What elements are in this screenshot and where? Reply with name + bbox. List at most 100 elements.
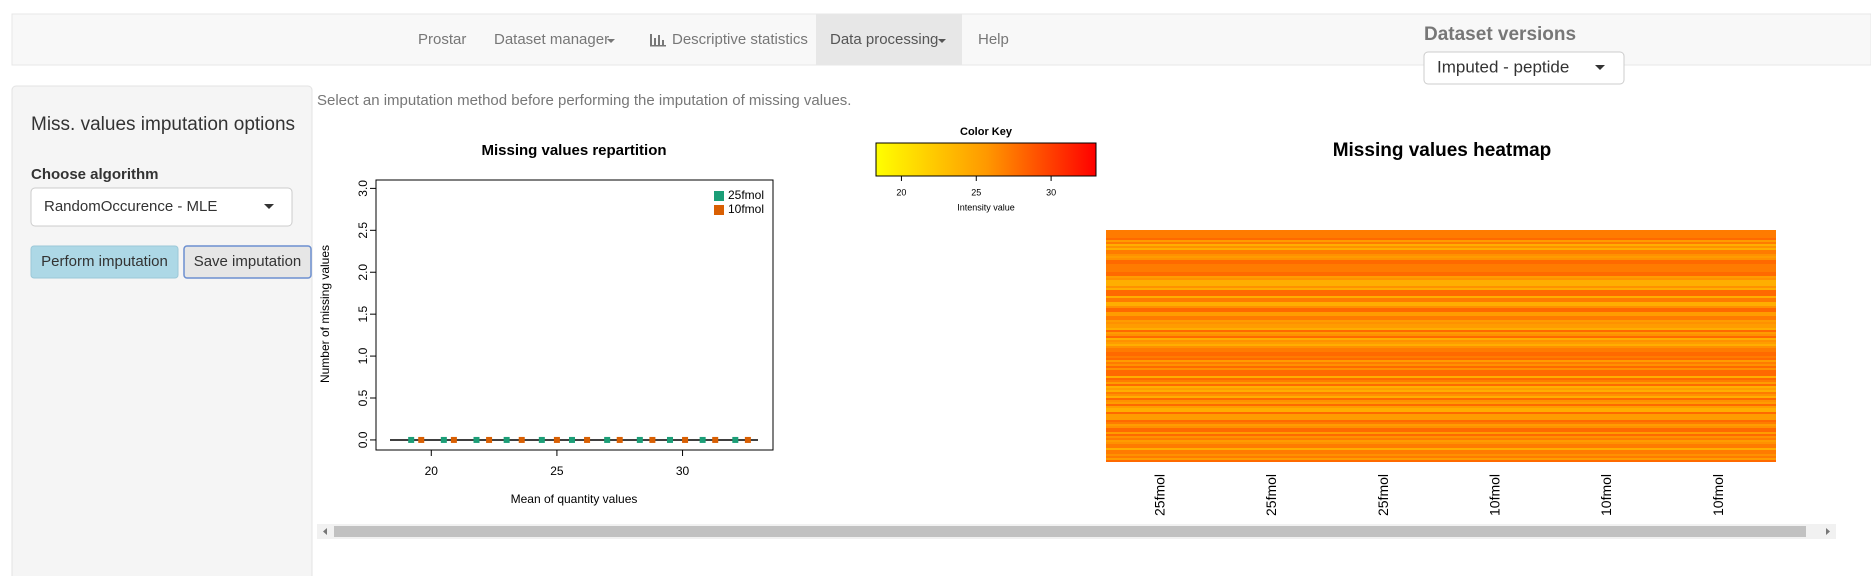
stripe	[1106, 250, 1776, 252]
column-label: 25fmol	[1152, 474, 1168, 516]
stripe	[1106, 388, 1776, 390]
stripe	[1106, 286, 1776, 288]
stripe	[1106, 412, 1776, 414]
stripe	[1106, 460, 1776, 462]
algorithm-select[interactable]	[30, 187, 293, 227]
stripe	[1106, 434, 1776, 436]
stripe	[1106, 442, 1776, 444]
stripe	[1106, 360, 1776, 362]
point	[408, 436, 415, 443]
stripe	[1106, 254, 1776, 256]
stripe	[1106, 356, 1776, 358]
stripe	[1106, 346, 1776, 348]
stripe	[1106, 274, 1776, 276]
stripe	[1106, 438, 1776, 440]
stripe	[1106, 302, 1776, 304]
stripe	[1106, 384, 1776, 386]
scroll-thumb[interactable]	[334, 526, 1806, 537]
stripe	[1106, 454, 1776, 456]
column-label: 10fmol	[1598, 474, 1614, 516]
stripe	[1106, 248, 1776, 250]
versions-label: Dataset versions	[1424, 24, 1576, 45]
stripe	[1106, 396, 1776, 398]
y-tick-label: 1.5	[356, 305, 370, 322]
stripe	[1106, 420, 1776, 422]
versions-select[interactable]	[1423, 51, 1625, 85]
stripe	[1106, 374, 1776, 376]
column-label: 25fmol	[1263, 474, 1279, 516]
stripe	[1106, 444, 1776, 446]
point	[699, 436, 706, 443]
stripe	[1106, 234, 1776, 236]
stripe	[1106, 418, 1776, 420]
stripe	[1106, 440, 1776, 442]
sidebar-title: Miss. values imputation options	[31, 114, 295, 135]
stripe	[1106, 370, 1776, 372]
stripe	[1106, 264, 1776, 266]
point	[666, 436, 673, 443]
stripe	[1106, 318, 1776, 320]
point	[682, 436, 689, 443]
stripe	[1106, 236, 1776, 238]
nav-item[interactable]: Data processing	[830, 31, 938, 48]
caret	[938, 39, 946, 43]
point	[518, 436, 525, 443]
stripe	[1106, 380, 1776, 382]
stripe	[1106, 280, 1776, 282]
stripe	[1106, 452, 1776, 454]
stripe	[1106, 432, 1776, 434]
stripe	[1106, 364, 1776, 366]
stripe	[1106, 230, 1776, 232]
stripe	[1106, 306, 1776, 308]
column-label: 25fmol	[1375, 474, 1391, 516]
nav-item[interactable]: Descriptive statistics	[672, 31, 808, 48]
x-tick-label: 30	[1046, 187, 1056, 197]
point	[418, 436, 425, 443]
stripe	[1106, 326, 1776, 328]
stripe	[1106, 426, 1776, 428]
stripe	[1106, 242, 1776, 244]
stripe	[1106, 450, 1776, 452]
point	[584, 436, 591, 443]
stripe	[1106, 276, 1776, 278]
x-tick-label: 30	[676, 464, 690, 478]
column-label: 10fmol	[1710, 474, 1726, 516]
algorithm-value: RandomOccurence - MLE	[44, 198, 217, 215]
stripe	[1106, 308, 1776, 310]
stripe	[1106, 456, 1776, 458]
algorithm-label: Choose algorithm	[31, 166, 159, 183]
perform-button[interactable]	[30, 245, 179, 279]
stripe	[1106, 368, 1776, 370]
column-label: 10fmol	[1487, 474, 1503, 516]
stripe	[1106, 282, 1776, 284]
x-axis-label: Mean of quantity values	[511, 492, 638, 506]
y-tick-label: 2.5	[356, 222, 370, 239]
stripe	[1106, 332, 1776, 334]
point	[503, 436, 510, 443]
stripe	[1106, 386, 1776, 388]
stripe	[1106, 398, 1776, 400]
nav-item[interactable]: Help	[978, 31, 1009, 48]
point	[473, 436, 480, 443]
point	[649, 436, 656, 443]
legend-swatch	[714, 205, 724, 215]
stripe	[1106, 406, 1776, 408]
save-button[interactable]	[183, 245, 312, 279]
legend-label: 25fmol	[728, 188, 764, 202]
stripe	[1106, 240, 1776, 242]
point	[440, 436, 447, 443]
nav-item[interactable]: Prostar	[418, 31, 466, 48]
stripe	[1106, 414, 1776, 416]
stripe	[1106, 352, 1776, 354]
stripe	[1106, 394, 1776, 396]
nav-item[interactable]: Dataset manager	[494, 31, 609, 48]
stripe	[1106, 258, 1776, 260]
stripe	[1106, 268, 1776, 270]
stripe	[1106, 292, 1776, 294]
stripe	[1106, 260, 1776, 262]
point	[732, 436, 739, 443]
stripe	[1106, 448, 1776, 450]
stripe	[1106, 378, 1776, 380]
stripe	[1106, 294, 1776, 296]
stripe	[1106, 348, 1776, 350]
